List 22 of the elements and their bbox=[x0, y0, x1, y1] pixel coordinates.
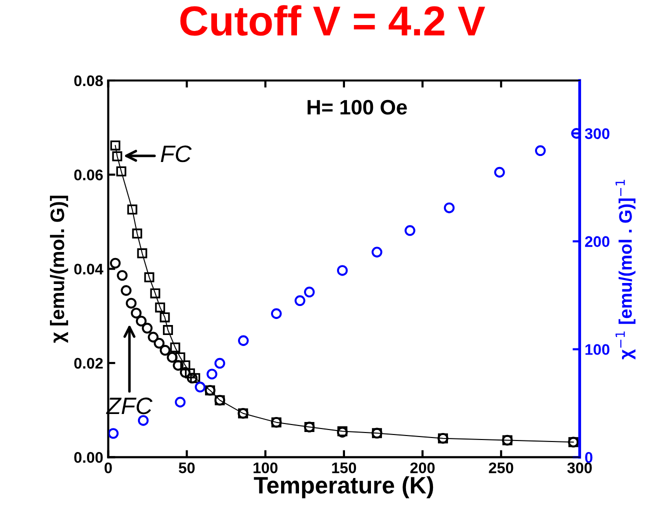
y2-tick-label: 0 bbox=[585, 452, 592, 463]
y2-tick-label: 100 bbox=[585, 344, 610, 355]
x-tick-label: 200 bbox=[410, 462, 435, 474]
chart-title: Cutoff V = 4.2 V bbox=[180, 5, 486, 36]
y-tick-label: 0.08 bbox=[74, 75, 103, 86]
x-tick-label: 150 bbox=[332, 462, 356, 474]
x-tick-label: 250 bbox=[488, 462, 514, 474]
y-axis-title: χ [emu/(mol. G)] bbox=[50, 196, 68, 343]
y-tick-label: 0.06 bbox=[74, 170, 103, 180]
annotation: H= 100 Oe bbox=[308, 100, 407, 115]
y2-tick-label: 300 bbox=[584, 128, 610, 140]
x-tick-label: 100 bbox=[254, 462, 278, 474]
annotation: FC bbox=[160, 145, 192, 162]
y2-axis-title: χ$^{−1}$ [emu/(mol . G)]$^{−1}$ bbox=[616, 180, 636, 360]
x-tick-label: 300 bbox=[567, 462, 592, 474]
x-tick-label: 0 bbox=[104, 462, 112, 474]
y2-tick-label: 200 bbox=[585, 236, 610, 247]
y-tick-label: 0.00 bbox=[74, 452, 103, 463]
y-tick-label: 0.02 bbox=[74, 358, 103, 369]
x-tick-label: 50 bbox=[178, 462, 195, 474]
y-tick-label: 0.04 bbox=[74, 264, 104, 275]
x-axis-title: Temperature (K) bbox=[254, 476, 434, 498]
